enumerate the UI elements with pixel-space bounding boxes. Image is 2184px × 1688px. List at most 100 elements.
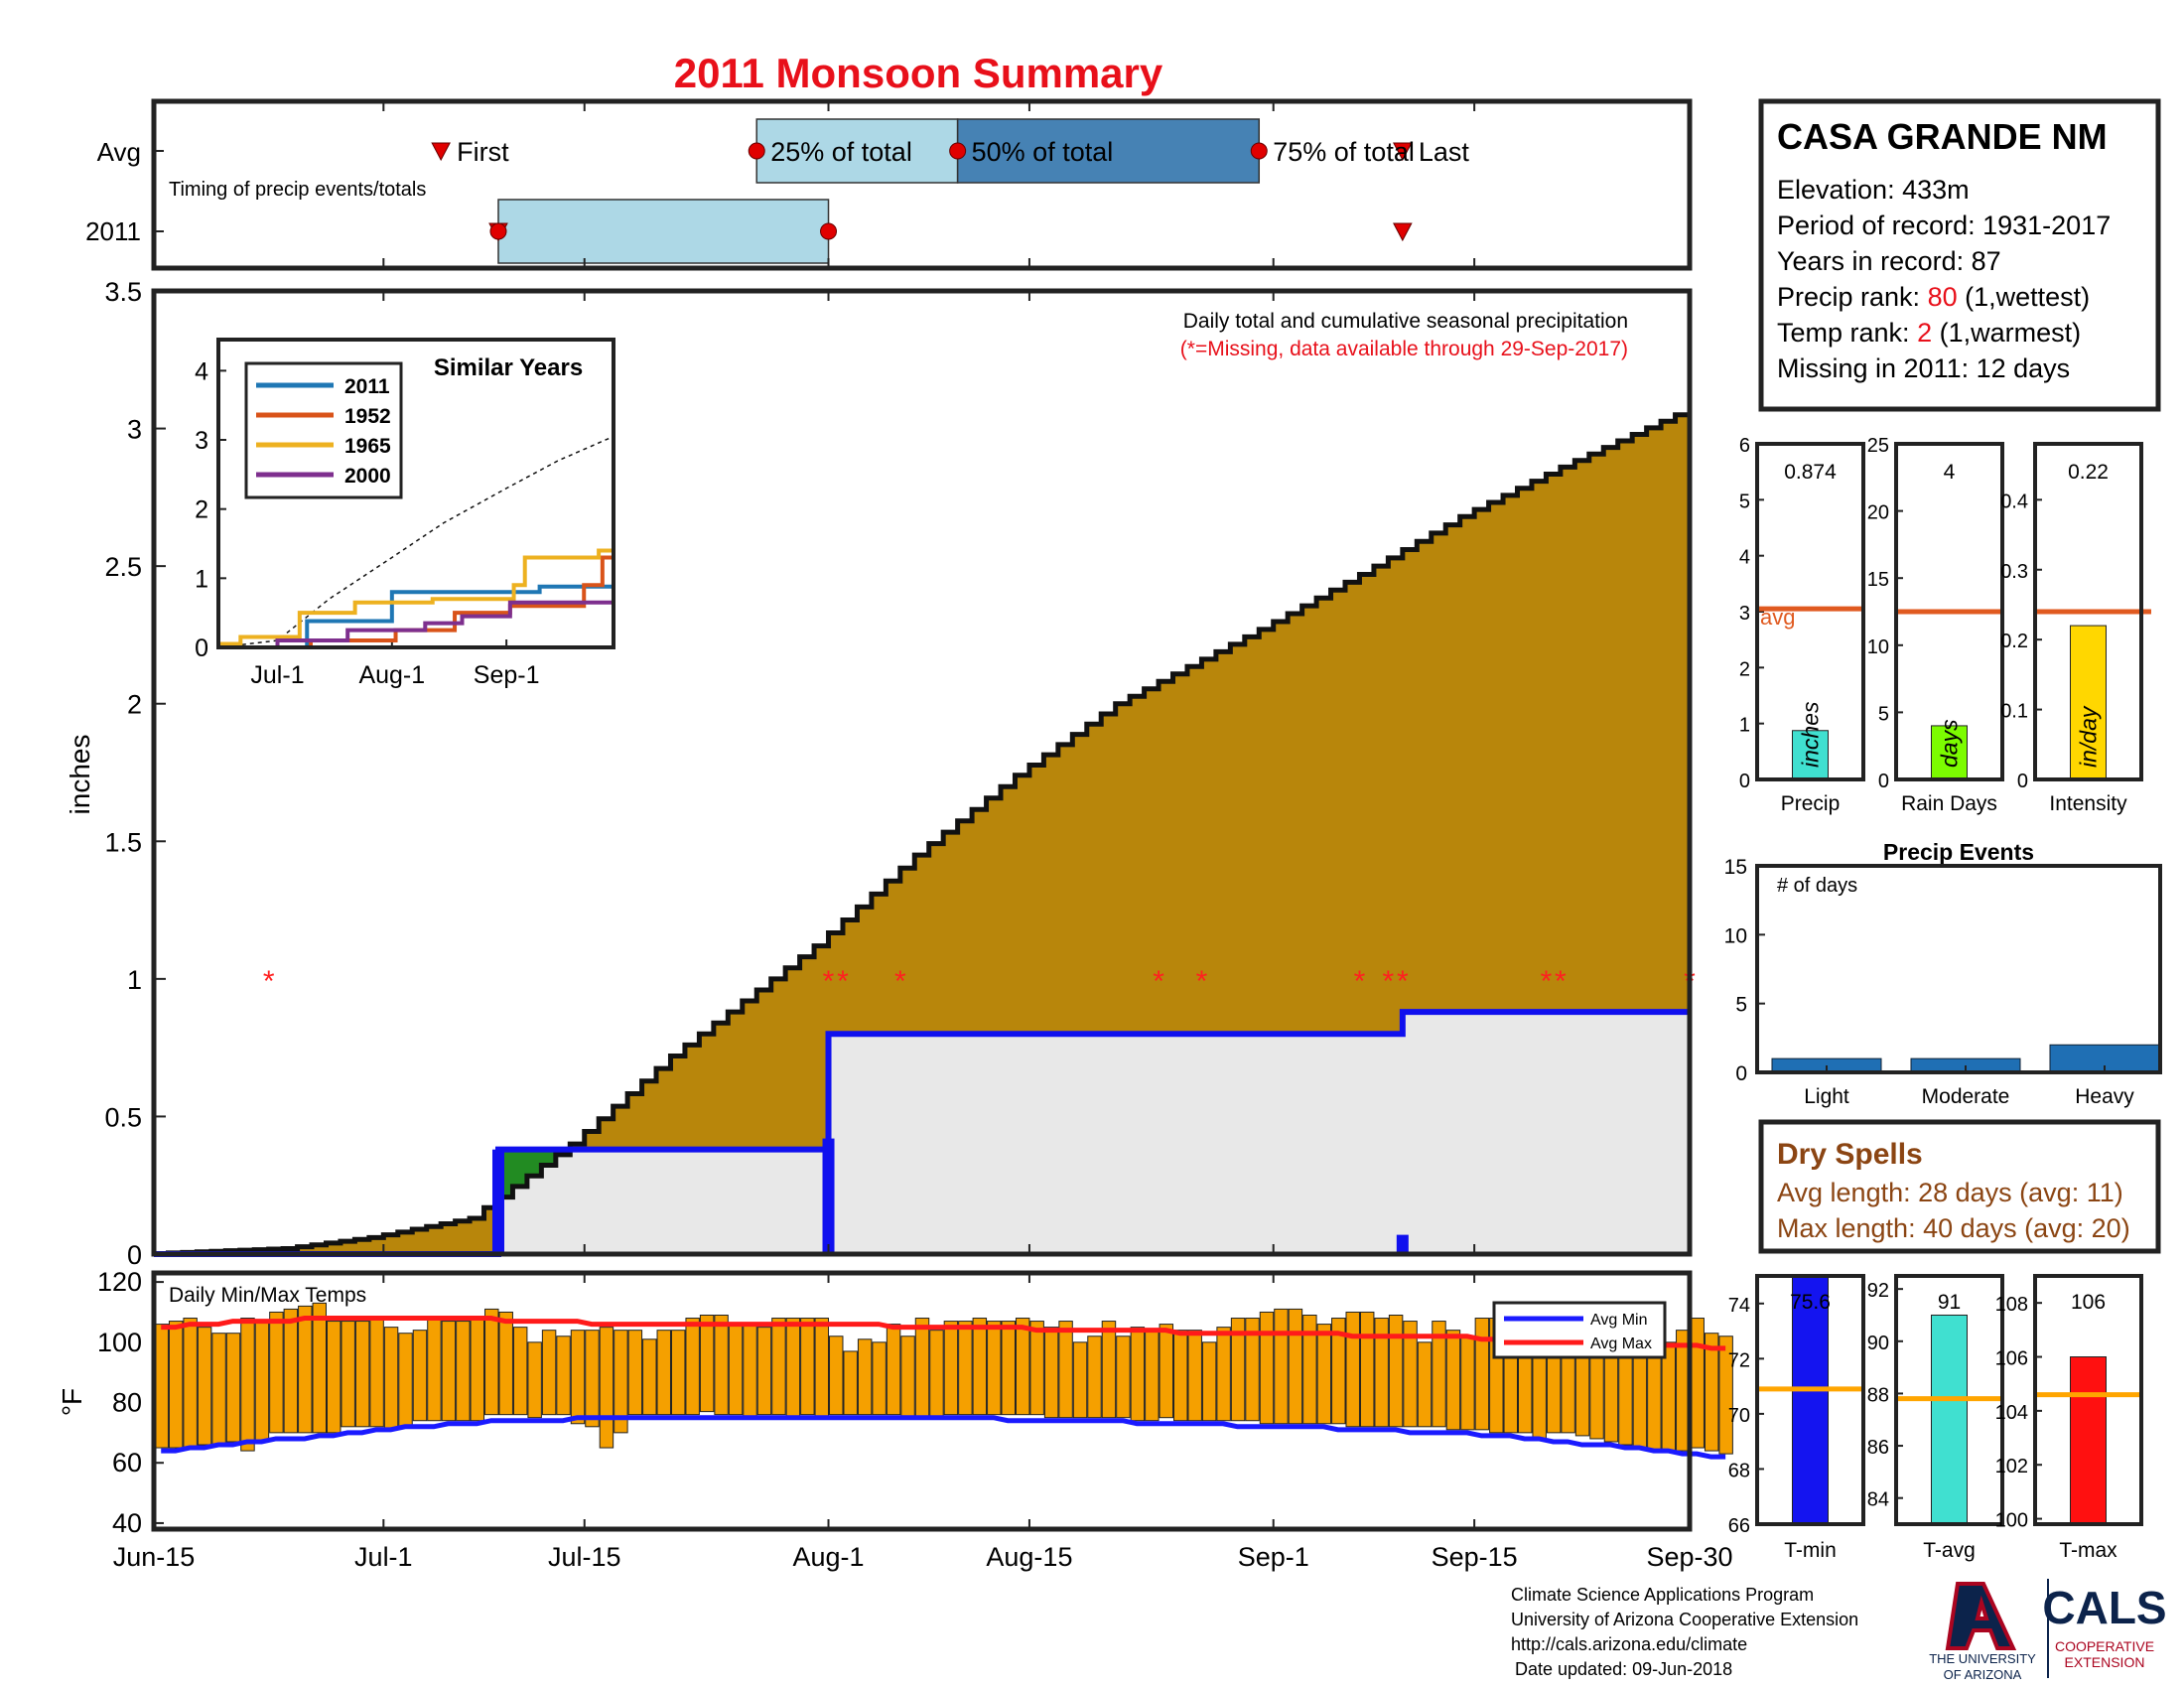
daily-temp-bar [1058,1321,1073,1419]
inset-xtick-label: Aug-1 [358,661,425,689]
inset-series-line [218,584,614,649]
daily-temp-bar [1331,1318,1346,1425]
daily-temp-bar [1388,1314,1404,1428]
inset-ytick-label: 4 [195,357,208,385]
daily-temp-bar [456,1321,471,1422]
missing-day-marker: * [1397,965,1409,998]
summary-bar-xlabel: Rain Days [1901,792,1997,815]
avg-last-marker [1393,142,1413,162]
events-ytick-label: 10 [1724,924,1747,947]
missing-day-marker: * [837,965,849,998]
tsum-ytick-label: 68 [1728,1460,1750,1481]
tsum-xlabel: T-max [2059,1539,2117,1562]
tsum-ytick-label: 84 [1867,1489,1889,1511]
inset-frame [216,338,615,649]
daily-temp-bar [987,1321,1002,1416]
daily-temp-bar [541,1330,557,1416]
daily-temp-bar [383,1327,399,1431]
ua-logo: THE UNIVERSITY OF ARIZONA CALS COOPERATI… [1929,1579,2167,1682]
daily-temp-bar [943,1321,959,1416]
avg-min-line [161,1415,1726,1460]
events-ytick-label: 15 [1724,856,1747,879]
dry-frame [1758,1119,2161,1254]
missing-day-marker: * [894,965,906,998]
date-tick-label: Jun-15 [113,1542,196,1572]
precip-events-chart: Precip Events 0 5 10 15 Light Moderate Heavy #… [1724,839,2162,1108]
inset-ytick-label: 2 [195,496,208,524]
daily-temp-bar [1201,1341,1217,1422]
daily-temp-bar [1274,1308,1289,1425]
summary-bar-ytick-label: 0.1 [2000,701,2028,723]
station-elevation: Elevation: 433m [1777,175,1970,205]
daily-temp-bar [1374,1318,1389,1428]
inset-legend: 2011 1952 1965 2000 [244,361,403,499]
daily-temp-bar [398,1333,413,1428]
inset-ytick-label: 1 [195,565,208,593]
daily-temp-bar [714,1314,729,1416]
events-title: Precip Events [1883,839,2034,865]
summary-bar-ytick-label: 0 [2017,771,2028,792]
events-xlabel: Moderate [1922,1085,2010,1108]
daily-temp-bar [1087,1336,1102,1419]
missing-day-marker: * [263,965,275,998]
events-ytick-label: 5 [1735,994,1747,1017]
summary-bar-ytick-label: 3 [1739,603,1750,625]
date-tick-label: Aug-1 [792,1542,864,1572]
daily-temp-bar [1417,1341,1433,1428]
inset-title: Similar Years [434,354,583,381]
temp-ytick-label: 60 [112,1448,142,1477]
precip-plot: 00.511.522.533.5* * * * * * * * * * * * [104,277,1696,1270]
daily-precip-bar [1396,1234,1409,1254]
temp-panel: 40 60 80 100 120 Daily Min/Max Temps °F Avg … [57,1267,1733,1538]
daily-temp-bar [1216,1327,1231,1422]
summary-bar-value: 0.874 [1784,461,1837,484]
inset-ytick-label: 0 [195,634,208,662]
daily-temp-bar [843,1350,858,1416]
dry-title: Dry Spells [1777,1138,1923,1171]
daily-temp-bar [829,1336,844,1416]
inset-avg-dotted-line [217,435,614,648]
missing-day-marker: * [1555,965,1567,998]
daily-temp-bar [1116,1336,1131,1419]
tsum-bar [1931,1314,1968,1525]
station-name: CASA GRANDE NM [1777,116,2108,157]
summary-bar [1931,725,1968,780]
date-tick-label: Aug-15 [986,1542,1072,1572]
tsum-ytick-label: 104 [1995,1402,2028,1424]
missing-day-marker: * [1354,965,1366,998]
daily-temp-bar [800,1318,815,1416]
daily-temp-bar [498,1311,513,1416]
daily-temp-bar [1101,1321,1117,1419]
daily-temp-bar [814,1318,830,1419]
daily-temp-bar [1173,1330,1188,1422]
temp-ylabel: °F [57,1388,87,1416]
timing-panel: Avg 2011 Timing of precip events/totals … [85,98,1693,271]
summary-bar-frame [1894,442,2004,781]
daily-temp-bar [1532,1350,1547,1440]
daily-temp-bar [1043,1327,1059,1419]
avg-25pct-marker [748,142,765,160]
daily-temp-bar [1029,1321,1044,1416]
events-frame [1755,864,2162,1074]
date-tick-label: Sep-15 [1432,1542,1518,1572]
daily-temp-bar [756,1327,772,1416]
daily-temp-bar [312,1302,327,1434]
timing-row-year: 2011 [85,216,141,246]
summary-bar-ytick-label: 6 [1739,435,1750,457]
daily-temp-bar [527,1341,542,1419]
daily-temp-bar [298,1305,313,1434]
summary-bar-ytick-label: 1 [1739,715,1750,737]
daily-temp-bar [240,1318,255,1452]
tsum-ytick-label: 106 [1995,1348,2028,1370]
daily-precip-bar [822,1138,835,1254]
summary-bar-unit: in/day [2076,705,2102,768]
summary-bar-ytick-label: 4 [1739,547,1750,569]
daily-temp-bar [512,1327,528,1416]
daily-temp-bar [1432,1321,1446,1428]
daily-temp-bar [929,1330,944,1419]
tsum-bar [1792,1275,1829,1525]
tsum-ytick-label: 88 [1867,1384,1889,1406]
temp-ytick-label: 100 [97,1328,142,1357]
tsum-ytick-label: 108 [1995,1294,2028,1316]
daily-temp-bar [225,1333,241,1443]
